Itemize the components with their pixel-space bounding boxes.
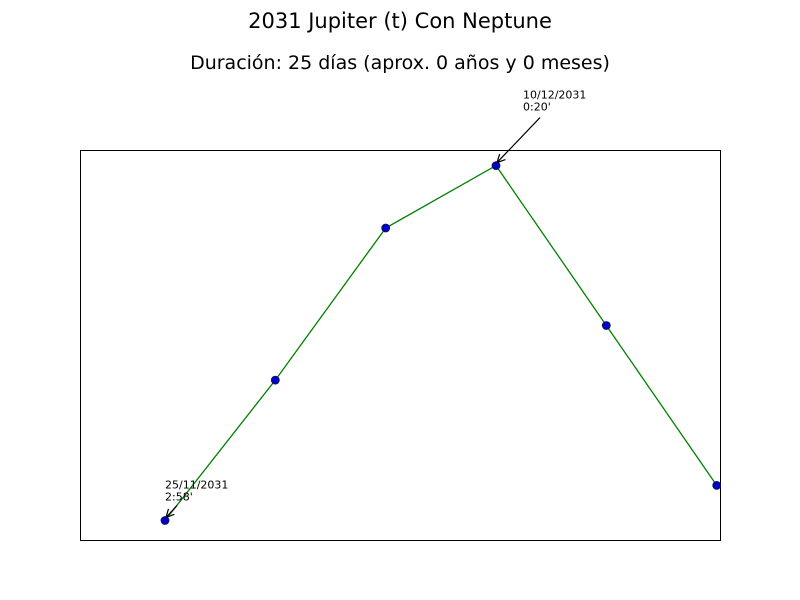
data-point-0	[160, 516, 170, 525]
plot-area-frame	[80, 150, 721, 541]
annotation-arrow	[166, 505, 178, 518]
data-point-4	[601, 321, 611, 330]
data-point-5	[712, 480, 722, 490]
series-line	[164, 164, 718, 521]
annotation-time: 2:58'	[165, 491, 193, 504]
annotation-date: 10/12/2031	[523, 89, 586, 102]
annotation-arrow	[497, 117, 541, 163]
annotation-time: 0:20'	[523, 101, 551, 114]
annotation-date: 25/11/2031	[165, 479, 228, 492]
series-layer	[160, 161, 722, 525]
data-point-2	[381, 223, 391, 233]
data-point-3	[491, 161, 501, 171]
data-point-1	[270, 375, 280, 385]
chart-subtitle: Duración: 25 días (aprox. 0 años y 0 mes…	[190, 52, 610, 74]
chart-title: 2031 Jupiter (t) Con Neptune	[248, 9, 552, 33]
